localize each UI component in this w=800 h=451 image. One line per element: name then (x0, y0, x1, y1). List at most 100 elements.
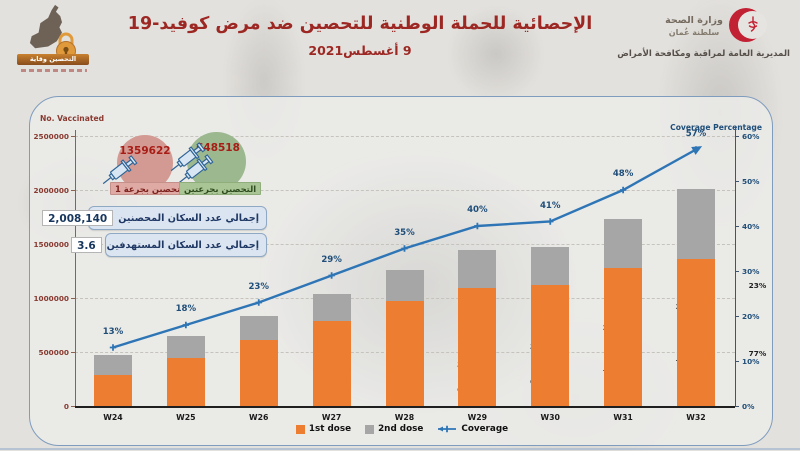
right-axis-tickmark (735, 406, 739, 407)
right-axis-tick: 30% (742, 267, 760, 276)
bar-2nd-dose (677, 189, 715, 259)
bar-1st-dose (531, 285, 570, 406)
right-axis-tick: 0% (742, 402, 755, 411)
right-axis-tick: 10% (742, 357, 760, 366)
legend-label: Coverage (461, 424, 509, 434)
left-axis-tickmark (71, 298, 75, 299)
bar-2nd-dose-label: 23% (748, 280, 767, 290)
bar-2nd-dose (94, 355, 132, 375)
chart-card: No. Vaccinated Coverage Percentage 0 5000… (29, 96, 773, 446)
coverage-point-label: 48% (612, 169, 634, 179)
directorate-name: المديرية العامة لمراقبة ومكافحة الأمراض (617, 49, 790, 59)
bar-2nd-dose (531, 247, 570, 286)
header: التحصين وقاية الإحصائية للحملة الوطنية ل… (0, 0, 800, 96)
dose2-circle (187, 132, 246, 191)
bottom-divider (0, 448, 800, 450)
title-block: الإحصائية للحملة الوطنية للتحصين ضد مرض … (120, 14, 600, 58)
right-axis-tick: 60% (742, 132, 760, 141)
total-vaccinated-value: 2,008,140 (42, 210, 114, 226)
legend-label: 2nd dose (378, 424, 424, 434)
dose2-count: 648518 (196, 142, 240, 154)
right-axis-title: Coverage Percentage (670, 123, 762, 132)
bar-1st-dose (458, 287, 497, 406)
right-axis-tick: 20% (742, 312, 760, 321)
x-axis-line (75, 406, 735, 408)
x-axis-week-label: W31 (613, 413, 633, 422)
gridline (75, 244, 735, 245)
campaign-logo: التحصين وقاية (13, 4, 95, 76)
oman-map-icon (29, 4, 62, 49)
target-population-label: إجمالي عدد السكان المستهدفين (106, 239, 259, 251)
left-axis-tick: 1000000 (33, 294, 69, 303)
dose1-count: 1359622 (119, 145, 171, 157)
left-axis-tickmark (71, 190, 75, 191)
legend-item-2nd-dose: 2nd dose (365, 424, 423, 434)
right-axis-tickmark (735, 136, 739, 137)
ministry-name: وزارة الصحة (665, 15, 723, 26)
syringe-icon (165, 139, 210, 181)
legend-color-swatch (295, 424, 305, 434)
gridline (75, 136, 735, 137)
bar-2nd-dose (312, 293, 351, 321)
ministry-logo: وزارة الصحة سلطنة عُمان المديرية العامة … (617, 8, 790, 59)
bar-1st-dose-label: 77% (748, 348, 767, 358)
right-axis-tickmark (735, 316, 739, 317)
left-axis-tick: 0 (63, 402, 69, 411)
gridline (75, 190, 735, 191)
x-axis-week-label: W30 (540, 413, 560, 422)
left-axis-tick: 500000 (38, 348, 69, 357)
bar-1st-dose (94, 374, 132, 406)
x-axis-week-label: W24 (103, 413, 123, 422)
right-axis-line (735, 126, 737, 406)
bar-1st-dose (604, 267, 643, 406)
left-axis-tickmark (71, 406, 75, 407)
right-axis-tickmark (735, 226, 739, 227)
x-axis-week-label: W27 (321, 413, 342, 422)
legend-label: 1st dose (308, 424, 352, 434)
bar-1st-dose (312, 320, 351, 406)
coverage-point-label: 57% (685, 128, 707, 139)
total-vaccinated-box: إجمالي عدد السكان المحصنين 2,008,140 (42, 206, 267, 230)
legend-item-1st-dose: 1st dose (295, 424, 352, 434)
bar-1st-dose (677, 258, 715, 406)
bar-2nd-dose (385, 269, 424, 302)
dose2-label: التحصين بجرعتين (179, 182, 262, 195)
left-axis-line (75, 130, 76, 406)
x-axis-week-label: W29 (467, 413, 488, 422)
x-axis-week-label: W26 (249, 413, 269, 422)
page-title: الإحصائية للحملة الوطنية للتحصين ضد مرض … (127, 14, 593, 34)
bar-2nd-dose (239, 316, 278, 340)
bar-1st-dose (166, 358, 205, 406)
right-axis-tickmark (735, 181, 739, 182)
legend-line-swatch (438, 425, 457, 433)
total-vaccinated-label: إجمالي عدد السكان المحصنين (118, 212, 259, 224)
bar-2nd-dose (458, 250, 497, 288)
legend-color-swatch (365, 424, 375, 434)
coverage-point-label: 13% (102, 326, 124, 337)
syringe-icon (173, 151, 218, 193)
target-population-value: 3.6 (71, 237, 102, 253)
bar-2nd-dose (166, 335, 205, 359)
plot-area: 0 500000 1000000 1500000 2000000 2500000 0% 10%… (30, 97, 774, 447)
coverage-point-label: 23% (248, 281, 270, 292)
left-axis-title: No. Vaccinated (40, 114, 105, 123)
coverage-point-label: 18% (175, 304, 197, 314)
right-axis-tickmark (735, 271, 739, 272)
syringe-icon (97, 152, 142, 194)
campaign-subtext-line (21, 69, 87, 72)
right-axis-tickmark (735, 361, 739, 362)
x-axis-week-label: W28 (394, 413, 415, 422)
left-axis-tickmark (71, 352, 75, 353)
khanjar-emblem-icon (748, 16, 758, 32)
right-axis-tick: 50% (742, 177, 760, 186)
coverage-point-label: 40% (467, 205, 488, 215)
bar-1st-dose (239, 339, 278, 406)
bar-1st-dose (385, 301, 424, 406)
target-population-box: إجمالي عدد السكان المستهدفين 3.6 (71, 233, 267, 257)
report-date: 9 أغسطس2021 (308, 43, 412, 58)
coverage-point-label: 35% (394, 227, 415, 238)
left-axis-tick: 2000000 (33, 186, 69, 195)
bar-2nd-dose (604, 219, 643, 268)
chart-legend: 1st dose 2nd dose Coverage (30, 424, 774, 434)
campaign-banner: التحصين وقاية (17, 54, 89, 65)
